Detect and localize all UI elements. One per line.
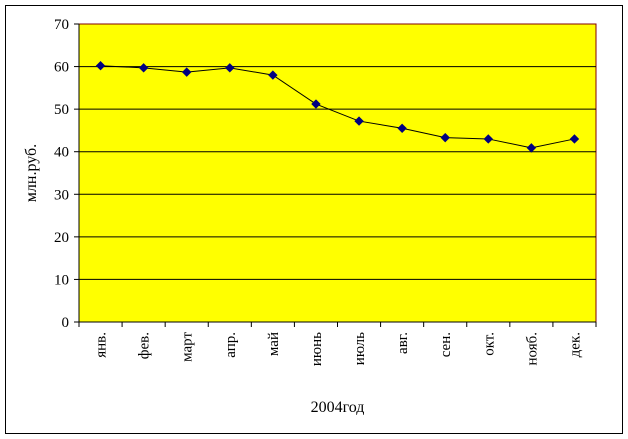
data-point: [95, 61, 106, 71]
data-point: [526, 143, 537, 153]
y-tick-label: 50: [54, 102, 69, 118]
gridlines: [79, 66, 596, 280]
x-tick-labels: янв. фев. март апр. май июнь июль авг. сен. окт. н…: [94, 332, 584, 367]
x-tick-label: апр.: [223, 332, 239, 358]
y-axis-title: млн.руб.: [23, 144, 40, 202]
x-tick-label: авг.: [395, 332, 411, 354]
x-tick-label: окт.: [481, 332, 497, 356]
x-tick-label: дек.: [567, 332, 583, 357]
series-line: [100, 65, 575, 149]
data-point: [225, 63, 235, 73]
x-tick-label: июль: [352, 332, 368, 365]
x-tick-label: сен.: [438, 332, 454, 357]
data-point: [483, 134, 493, 144]
y-tick-labels: 0 10 20 30 40 50 60 70: [54, 17, 69, 331]
x-tick-label: янв.: [94, 332, 110, 358]
y-tick-label: 70: [54, 17, 69, 33]
plot-area: [78, 23, 597, 323]
data-point: [569, 134, 580, 144]
x-tick-label: март: [180, 332, 196, 362]
data-point: [182, 67, 192, 77]
series: [95, 61, 580, 153]
y-tick-label: 60: [54, 60, 69, 76]
data-point: [268, 70, 278, 80]
y-tick-label: 30: [54, 187, 69, 203]
y-tick-label: 40: [54, 145, 69, 161]
data-point: [397, 123, 407, 134]
x-tick-label: фев.: [137, 332, 153, 359]
x-axis-title: 2004год: [311, 399, 365, 416]
data-point: [311, 99, 321, 109]
x-tick-label: май: [266, 332, 282, 356]
data-point: [440, 132, 450, 143]
x-tick-label: июнь: [309, 332, 325, 366]
data-point: [138, 63, 149, 73]
x-tick-label: нояб.: [524, 332, 540, 366]
axes: [74, 23, 597, 327]
y-tick-label: 0: [62, 315, 70, 331]
y-tick-label: 20: [54, 230, 69, 246]
y-tick-label: 10: [54, 272, 69, 288]
data-point: [354, 116, 364, 126]
